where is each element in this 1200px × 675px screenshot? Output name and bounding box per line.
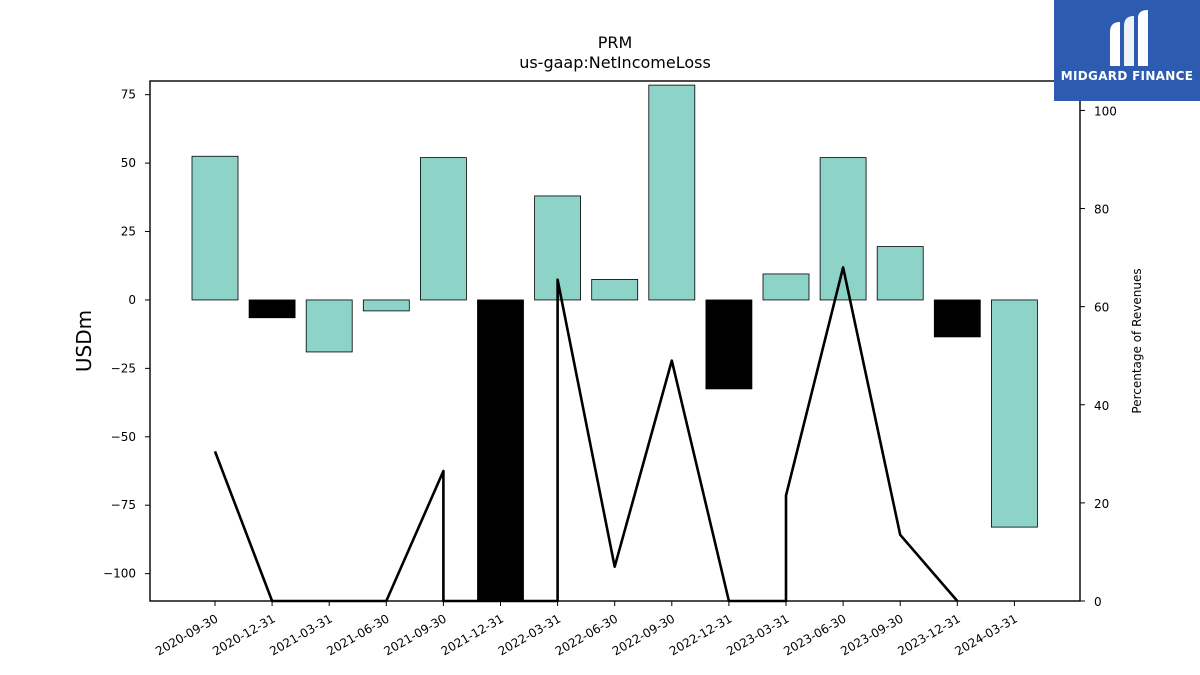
x-tick-label: 2024-03-31 bbox=[952, 611, 1019, 658]
y-tick-label: −75 bbox=[111, 498, 136, 512]
bar-2023-03-31 bbox=[762, 273, 810, 301]
bar-2020-12-31 bbox=[248, 299, 296, 319]
y2-tick-label: 0 bbox=[1094, 595, 1102, 609]
x-tick-label: 2021-06-30 bbox=[324, 611, 391, 658]
bar-2021-03-31 bbox=[305, 299, 353, 353]
x-tick-label: 2021-03-31 bbox=[267, 611, 334, 658]
bar-2023-09-30 bbox=[876, 246, 924, 301]
logo-mark-icon bbox=[1110, 10, 1148, 66]
y2-tick-label: 40 bbox=[1094, 399, 1109, 413]
y-axis-left: 75 50 25 0 −25 −50 −75 −100 bbox=[103, 88, 150, 581]
plot-border bbox=[149, 80, 1081, 602]
y2-tick-label: 60 bbox=[1094, 301, 1109, 315]
bar-2022-06-30 bbox=[591, 279, 639, 301]
revenue-pct-line bbox=[213, 266, 959, 603]
chart-subtitle: us-gaap:NetIncomeLoss bbox=[519, 53, 711, 72]
x-tick-label: 2022-03-31 bbox=[496, 611, 563, 658]
y2-tick-label: 20 bbox=[1094, 497, 1109, 511]
y-tick-label: −100 bbox=[103, 567, 136, 581]
y2-tick-label: 80 bbox=[1094, 203, 1109, 217]
y-tick-label: −25 bbox=[111, 361, 136, 375]
bars-layer bbox=[191, 84, 1038, 602]
x-tick-label: 2021-12-31 bbox=[439, 611, 506, 658]
x-tick-label: 2021-09-30 bbox=[381, 611, 448, 658]
bar-2020-09-30 bbox=[191, 155, 239, 301]
bar-2021-06-30 bbox=[362, 299, 410, 312]
logo-text: MIDGARD FINANCE bbox=[1060, 69, 1194, 83]
brand-logo: MIDGARD FINANCE bbox=[1054, 0, 1200, 101]
y-axis-label: USDm bbox=[72, 310, 96, 372]
x-tick-label: 2023-03-31 bbox=[724, 611, 791, 658]
x-tick-label: 2023-06-30 bbox=[781, 611, 848, 658]
y2-tick-label: 100 bbox=[1094, 104, 1117, 118]
x-tick-label: 2020-12-31 bbox=[210, 611, 277, 658]
line-layer bbox=[213, 266, 959, 603]
x-tick-label: 2022-09-30 bbox=[610, 611, 677, 658]
bar-2024-03-31 bbox=[991, 299, 1038, 528]
bar-2021-09-30 bbox=[419, 157, 467, 301]
bar-2023-06-30 bbox=[819, 157, 867, 301]
y-tick-label: 0 bbox=[128, 293, 136, 307]
bar-2023-12-31 bbox=[933, 299, 981, 338]
y-axis-right: 0 20 40 60 80 100 bbox=[1080, 104, 1117, 609]
y-tick-label: 50 bbox=[121, 156, 136, 170]
y-tick-label: −50 bbox=[111, 430, 136, 444]
x-axis: 2020-09-302020-12-312021-03-312021-06-30… bbox=[153, 601, 1020, 658]
bar-2021-12-31 bbox=[477, 299, 524, 602]
chart-title: PRM bbox=[598, 33, 633, 52]
x-tick-label: 2022-12-31 bbox=[667, 611, 734, 658]
x-tick-label: 2023-09-30 bbox=[838, 611, 905, 658]
x-tick-label: 2020-09-30 bbox=[153, 611, 220, 658]
y2-axis-label: Percentage of Revenues bbox=[1130, 268, 1144, 413]
y-tick-label: 25 bbox=[121, 225, 136, 239]
bar-2022-12-31 bbox=[705, 299, 753, 390]
x-tick-label: 2022-06-30 bbox=[553, 611, 620, 658]
y-tick-label: 75 bbox=[121, 88, 136, 102]
bar-2022-09-30 bbox=[648, 84, 696, 301]
x-tick-label: 2023-12-31 bbox=[895, 611, 962, 658]
plot-frame bbox=[149, 80, 1081, 602]
